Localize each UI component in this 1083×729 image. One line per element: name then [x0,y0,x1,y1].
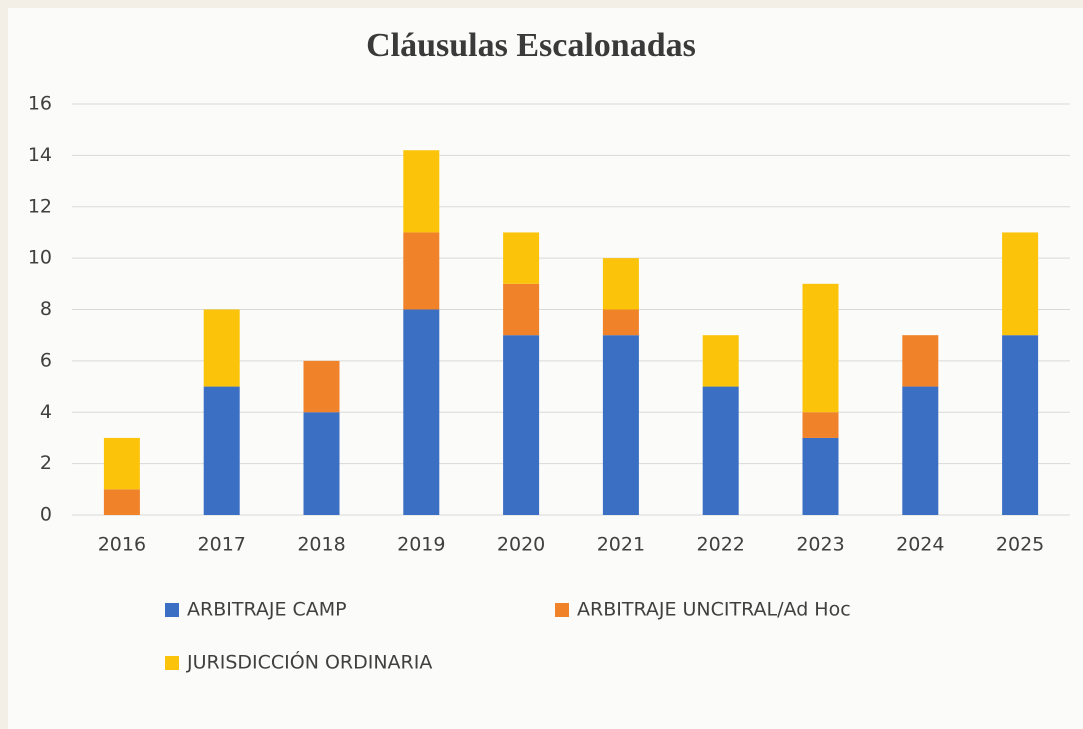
bar-segment [902,386,939,515]
bar-segment [1002,232,1039,336]
x-tick-label: 2023 [796,534,844,556]
chart-title: Cláusulas Escalonadas [366,27,696,64]
y-tick-label: 4 [40,401,52,423]
bar-segment [403,309,440,515]
x-tick-label: 2024 [896,534,944,556]
y-tick-label: 10 [28,247,52,269]
bar-segment [103,437,140,490]
x-tick-label: 2019 [397,534,445,556]
legend-swatch [165,603,179,617]
x-tick-label: 2016 [98,534,146,556]
bar-segment [303,412,340,515]
bar-segment [802,437,839,515]
x-tick-label: 2018 [297,534,345,556]
x-tick-label: 2020 [497,534,545,556]
bar-segment [902,335,939,387]
bar-segment [1002,335,1039,515]
legend-label: ARBITRAJE UNCITRAL/Ad Hoc [577,599,851,621]
bar-segment [702,386,739,515]
bar-segment [503,335,540,515]
bar-segment [602,335,639,515]
legend-label: ARBITRAJE CAMP [187,599,347,621]
bar-segment [702,335,739,387]
y-tick-label: 14 [28,144,52,166]
bar-segment [403,150,440,233]
bar-segment [802,283,839,413]
x-tick-label: 2025 [996,534,1044,556]
bar-segment [203,309,240,387]
legend-swatch [555,603,569,617]
y-tick-label: 2 [40,452,52,474]
bar-segment [403,232,440,310]
x-tick-label: 2022 [697,534,745,556]
y-tick-label: 0 [40,504,52,526]
y-tick-label: 16 [28,93,52,115]
bar-segment [503,232,540,284]
bar-segment [303,360,340,413]
y-tick-label: 12 [28,195,52,217]
bar-segment [103,489,140,515]
bar-segment [503,283,540,336]
bar-segment [802,412,839,438]
x-tick-label: 2021 [597,534,645,556]
legend-swatch [165,656,179,670]
bar-segment [602,309,639,336]
legend-label: JURISDICCIÓN ORDINARIA [186,650,432,674]
y-tick-label: 6 [40,349,52,371]
y-tick-label: 8 [40,298,52,320]
x-tick-label: 2017 [198,534,246,556]
bar-segment [203,386,240,515]
bar-segment [602,258,639,310]
